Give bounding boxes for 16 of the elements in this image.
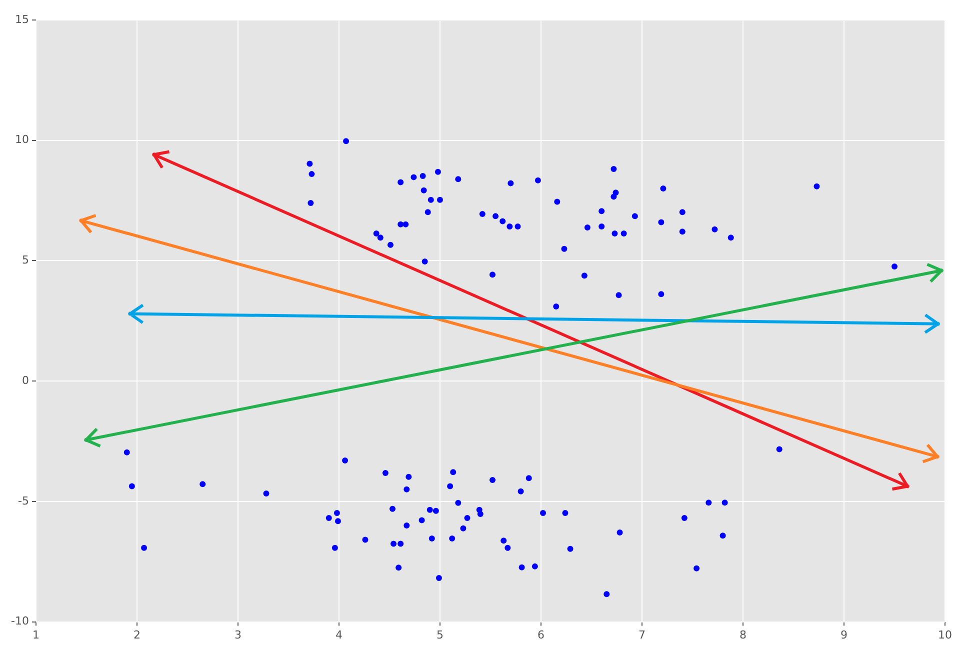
x-tick-label: 1 [32, 628, 40, 642]
x-tick-label: 3 [234, 628, 242, 642]
x-tick-label: 2 [133, 628, 140, 642]
y-tick-label: -10 [11, 614, 29, 628]
x-tick-label: 5 [436, 628, 444, 642]
y-tick-label: 10 [14, 133, 29, 146]
y-tick-label: 0 [22, 374, 29, 387]
x-tick-label: 10 [938, 628, 952, 642]
x-tick-label: 4 [335, 628, 342, 642]
x-tick-label: 7 [638, 628, 646, 642]
x-tick-label: 8 [739, 628, 746, 642]
x-tick-label: 9 [840, 628, 848, 642]
x-tick-label: 6 [537, 628, 544, 642]
y-tick-label: 15 [14, 12, 29, 26]
y-tick-label: -5 [18, 494, 29, 508]
y-tick-label: 5 [22, 254, 29, 267]
